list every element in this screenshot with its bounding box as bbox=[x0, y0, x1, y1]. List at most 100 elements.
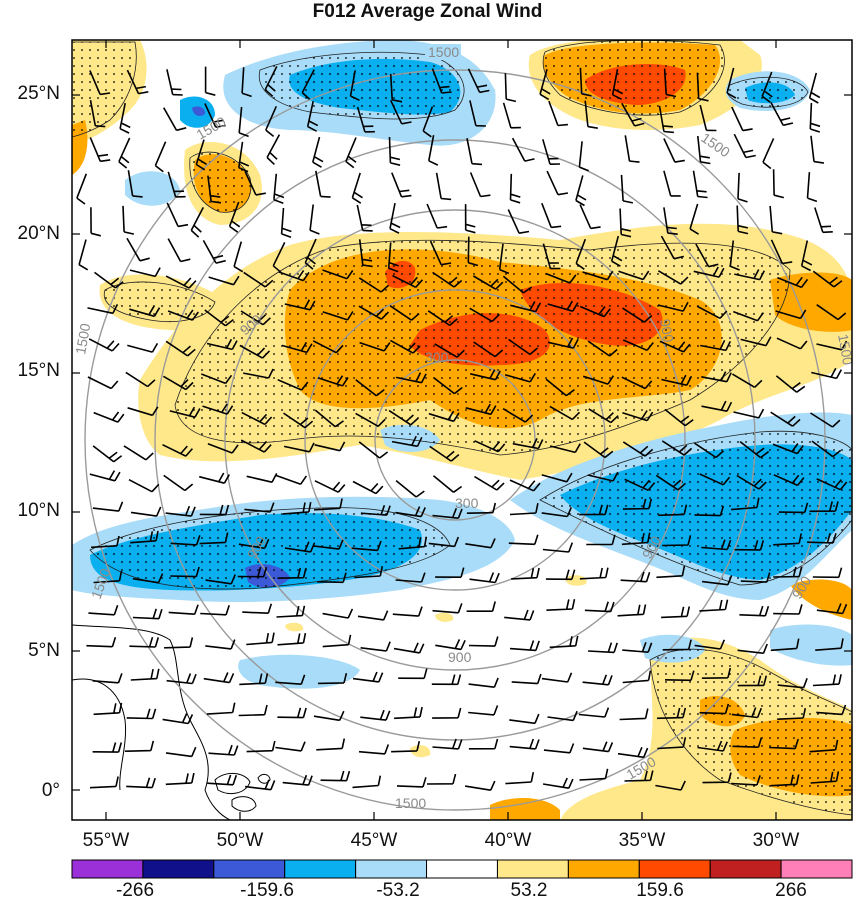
lat-label-0: 0° bbox=[41, 780, 60, 801]
wind-barb bbox=[511, 137, 535, 162]
wind-barb bbox=[228, 201, 241, 233]
wind-barb bbox=[701, 371, 732, 383]
wind-barb bbox=[118, 137, 131, 169]
wind-barb bbox=[662, 535, 692, 547]
wind-barb bbox=[391, 435, 423, 448]
wind-barb bbox=[816, 478, 848, 491]
wind-barb bbox=[619, 208, 632, 238]
wind-barb bbox=[281, 341, 313, 354]
wind-barb bbox=[624, 478, 656, 492]
wind-barb bbox=[395, 506, 426, 518]
wind-barb bbox=[541, 506, 573, 518]
wind-barb bbox=[313, 710, 345, 722]
range-rings bbox=[84, 69, 826, 811]
colorbar-label: 266 bbox=[775, 880, 807, 901]
wind-barb bbox=[207, 442, 239, 454]
wind-barb bbox=[762, 138, 775, 170]
wind-barb bbox=[588, 642, 618, 654]
wind-barb bbox=[207, 774, 238, 786]
wind-barb bbox=[468, 636, 499, 647]
wind-barb bbox=[509, 173, 521, 204]
wind-barb bbox=[208, 744, 239, 756]
wind-barb bbox=[205, 574, 236, 585]
wind-barb bbox=[620, 174, 634, 204]
wind-barb bbox=[129, 267, 161, 278]
wind-barb bbox=[809, 102, 821, 133]
wind-barb bbox=[661, 440, 693, 456]
wind-barb bbox=[392, 274, 423, 289]
wind-barb bbox=[697, 740, 728, 752]
wind-barb bbox=[389, 305, 420, 321]
wind-barb bbox=[243, 368, 274, 379]
wind-barb bbox=[543, 743, 575, 754]
wind-barb bbox=[358, 305, 390, 320]
wind-barb bbox=[429, 240, 452, 266]
wind-barb bbox=[812, 567, 843, 579]
wind-barb bbox=[502, 275, 533, 294]
wind-barb bbox=[358, 277, 390, 293]
wind-barb bbox=[154, 141, 167, 173]
wind-barb bbox=[199, 532, 229, 545]
wind-barb bbox=[244, 170, 266, 196]
wind-barb bbox=[320, 770, 351, 782]
wind-barb bbox=[435, 172, 452, 201]
wind-barb bbox=[125, 371, 156, 388]
wind-barb bbox=[92, 673, 123, 684]
colorbar-swatch bbox=[496, 859, 569, 879]
lon-label-55w: 55°W bbox=[82, 830, 130, 851]
wind-barb bbox=[167, 171, 186, 198]
wind-barb bbox=[624, 135, 640, 163]
wind-barb bbox=[204, 309, 234, 327]
wind-barb bbox=[663, 207, 678, 235]
wind-barb bbox=[498, 243, 510, 275]
wind-barb bbox=[474, 440, 506, 453]
wind-barb bbox=[356, 204, 373, 232]
wind-barb bbox=[316, 738, 346, 751]
wind-barb bbox=[126, 69, 149, 95]
wind-barb bbox=[395, 479, 425, 498]
wind-barb bbox=[89, 100, 106, 128]
wind-barb bbox=[734, 269, 766, 281]
wind-barb bbox=[469, 307, 500, 323]
wind-barb bbox=[547, 710, 578, 722]
wind-barb bbox=[777, 678, 808, 689]
wind-barb bbox=[773, 533, 802, 546]
wind-barb bbox=[163, 474, 194, 492]
wind-barb bbox=[280, 207, 292, 238]
wind-barb bbox=[578, 141, 589, 172]
wind-barb bbox=[317, 375, 349, 387]
wind-barb bbox=[545, 569, 576, 581]
wind-barb bbox=[509, 738, 540, 750]
wind-barb bbox=[426, 773, 457, 785]
wind-barb bbox=[395, 372, 427, 384]
wind-barb bbox=[233, 241, 244, 273]
wind-barb bbox=[277, 567, 307, 579]
wind-barb bbox=[617, 746, 649, 759]
wind-barb bbox=[619, 708, 649, 721]
wind-barb bbox=[663, 68, 677, 98]
wind-barb bbox=[579, 768, 609, 781]
colorbar-swatch bbox=[426, 859, 498, 879]
wind-barb bbox=[734, 540, 765, 551]
wind-barb bbox=[358, 441, 389, 459]
lat-label-5n: 5°N bbox=[28, 640, 60, 661]
wind-barb bbox=[88, 338, 120, 352]
wind-barb bbox=[432, 738, 463, 750]
wind-barb bbox=[769, 738, 799, 750]
wind-barb bbox=[396, 777, 427, 788]
wind-barb bbox=[317, 673, 348, 685]
wind-barb bbox=[464, 204, 476, 234]
wind-barb bbox=[693, 266, 725, 278]
wind-barb bbox=[284, 299, 316, 311]
colorbar-label: 53.2 bbox=[510, 880, 548, 901]
wind-barb bbox=[345, 137, 357, 169]
wind-barb bbox=[170, 566, 200, 578]
wind-barb bbox=[661, 606, 691, 619]
wind-barb bbox=[579, 305, 611, 318]
wind-barb bbox=[199, 504, 230, 516]
wind-barb bbox=[542, 243, 561, 270]
wind-barb bbox=[238, 141, 250, 173]
wind-barb bbox=[509, 503, 539, 516]
wind-barb bbox=[266, 134, 281, 165]
wind-barb bbox=[167, 238, 191, 263]
